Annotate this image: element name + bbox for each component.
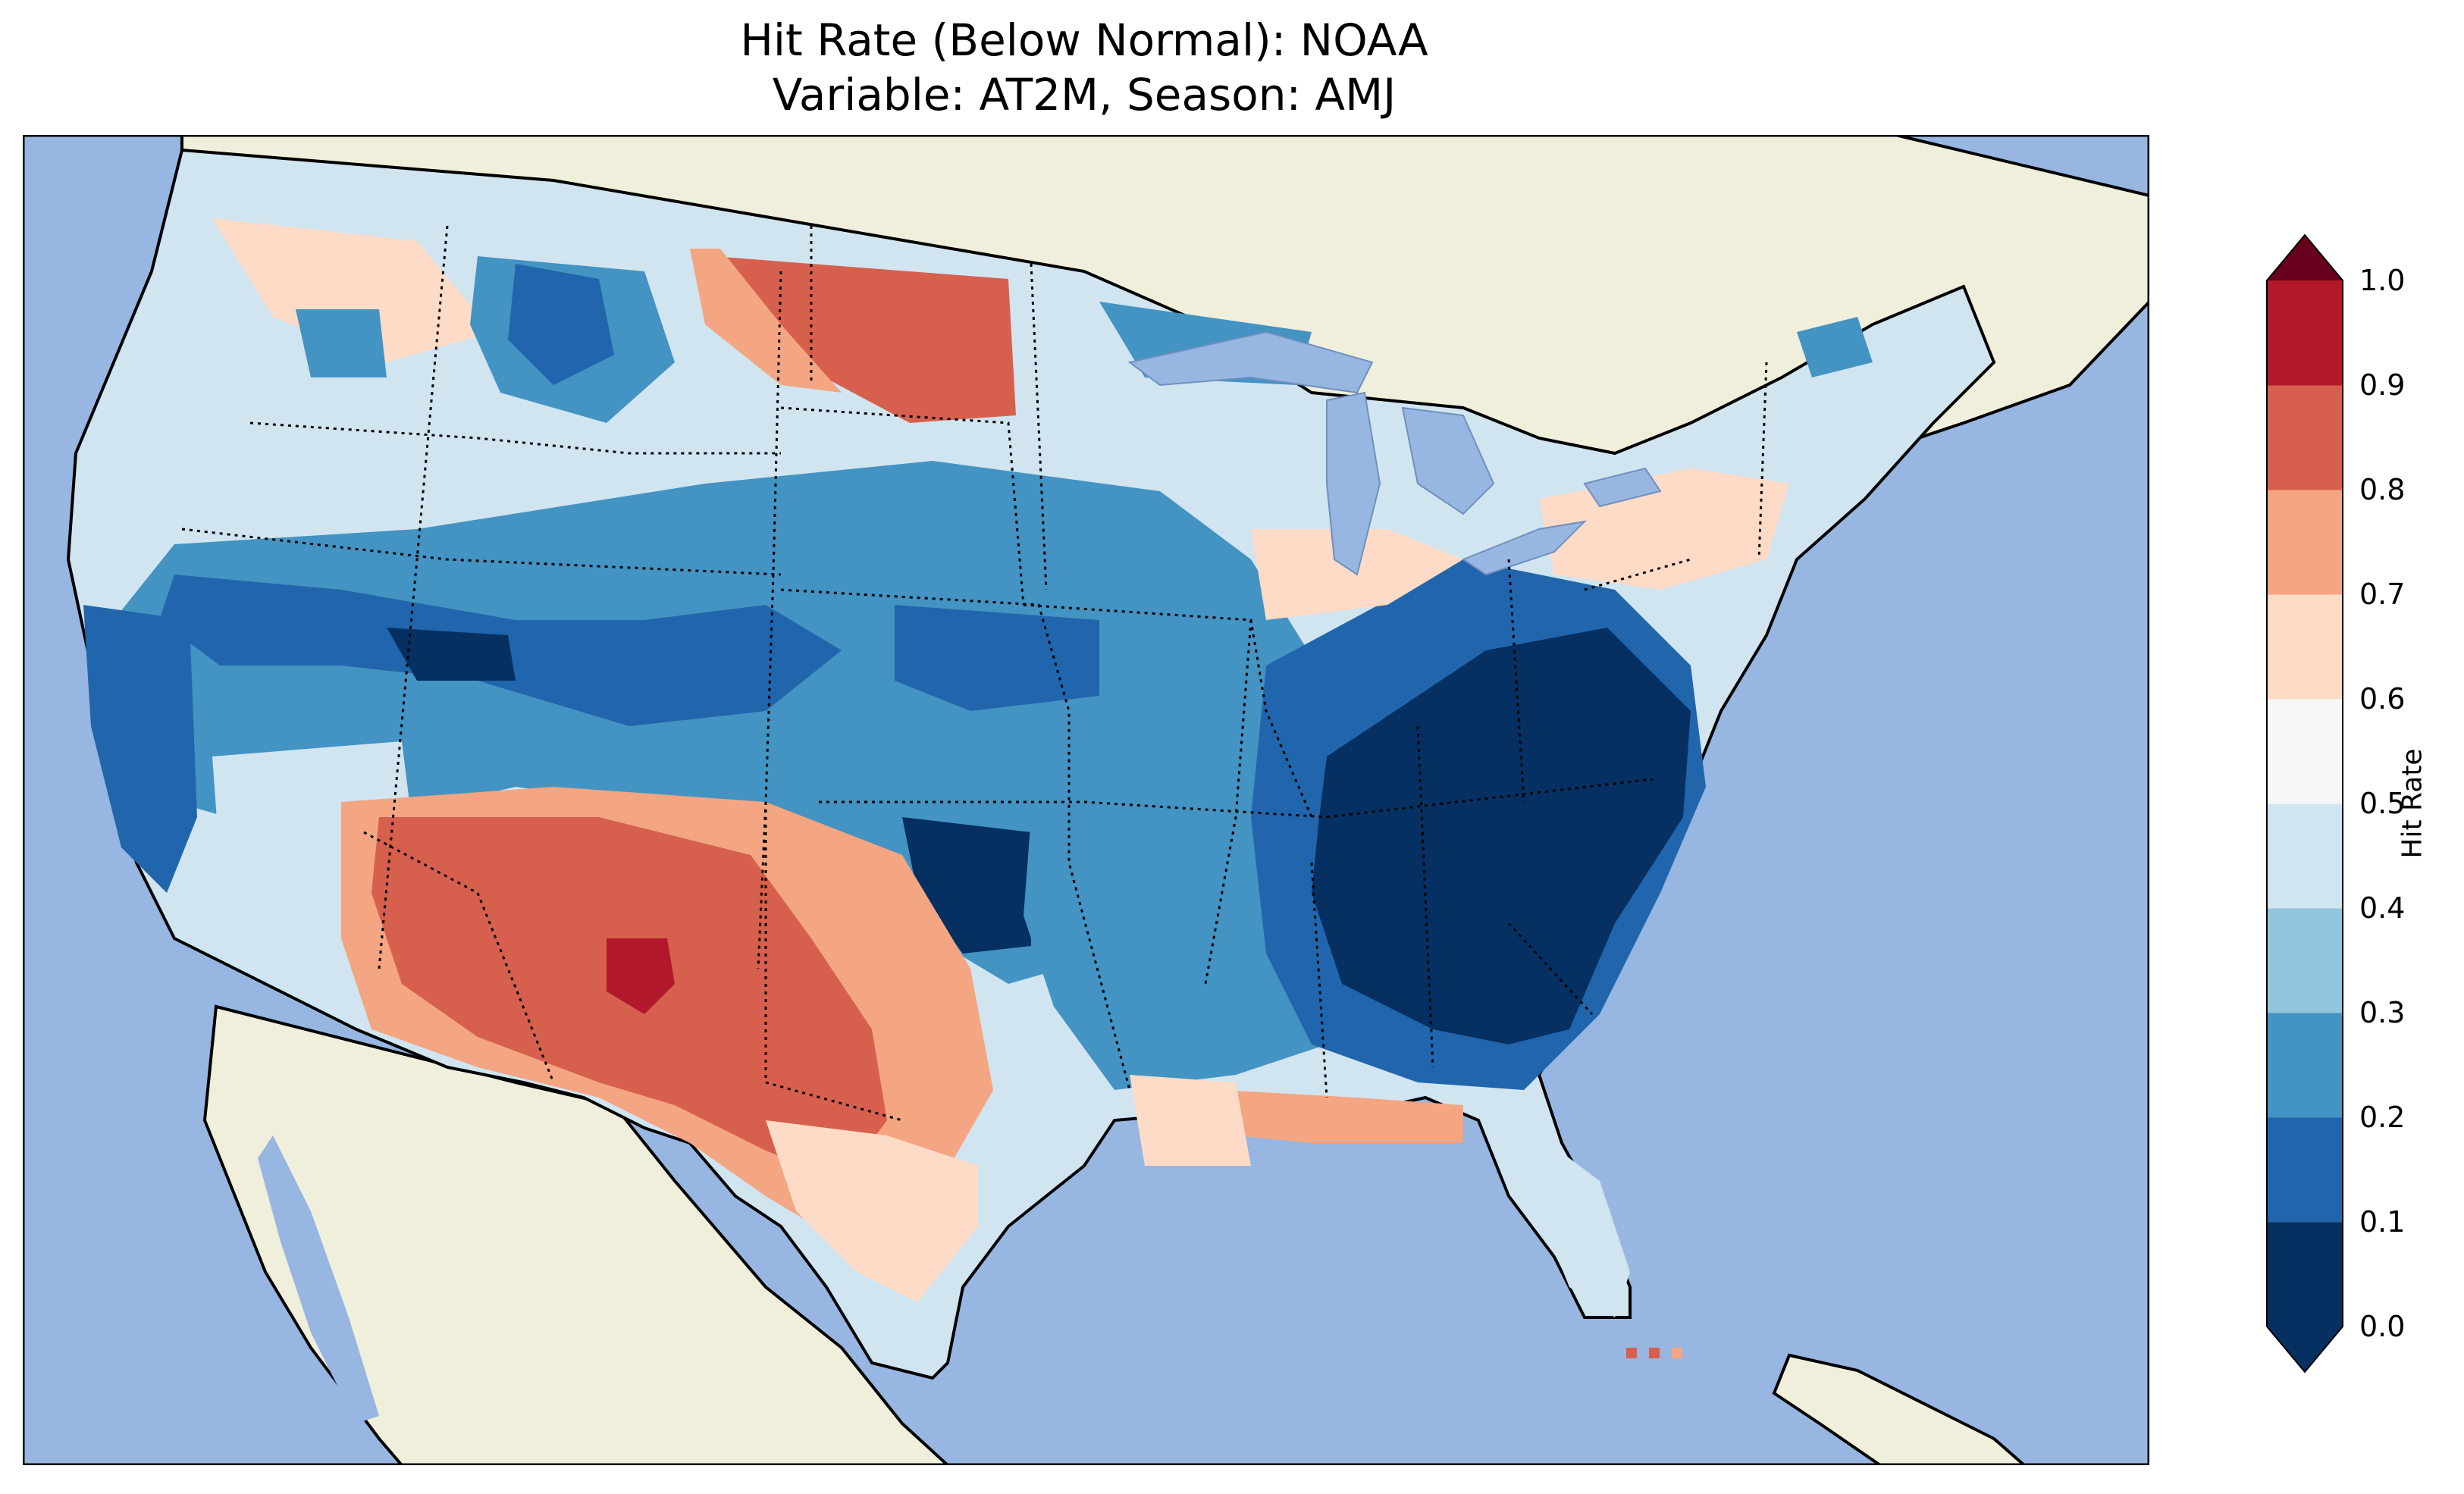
colorbar-bin-4: [2267, 803, 2343, 909]
new-england-blue: [1797, 317, 1873, 377]
great-lakes: [1127, 330, 1662, 576]
blue-washington: [296, 309, 387, 377]
lake-michigan: [1326, 391, 1381, 576]
map-panel: [23, 135, 2149, 1465]
lake-superior: [1127, 330, 1374, 394]
chart-title-line1: Hit Rate (Below Normal): NOAA: [740, 14, 1428, 66]
pacific-coast-blue: [83, 605, 197, 893]
colorbar-bin-8: [2267, 385, 2343, 490]
oklahoma-navy: [902, 817, 1031, 954]
colorbar-tick-label: 0.8: [2359, 473, 2406, 506]
northern-plains-pink: [690, 249, 842, 393]
gulf-of-california: [258, 1135, 379, 1424]
colorbar-tick-label: 0.0: [2359, 1310, 2406, 1343]
colorbar-tick-label: 0.7: [2359, 578, 2406, 611]
map-frame: [23, 135, 2149, 1465]
colorbar-bin-1: [2267, 1117, 2343, 1223]
colorbar-outline: [2266, 233, 2343, 1373]
colorbar-label: Hit Rate: [2397, 748, 2428, 859]
colorbar-tick-label: 0.5: [2359, 787, 2406, 820]
chart-title-line2: Variable: AT2M, Season: AMJ: [772, 69, 1397, 121]
colorbar-extend-top: [2267, 235, 2343, 280]
hit-rate-fields: [83, 218, 1873, 1317]
florida-pale: [1539, 1135, 1630, 1317]
southeast-core: [1312, 628, 1691, 1045]
lake-erie: [1461, 520, 1587, 576]
lake-huron: [1401, 406, 1495, 515]
colorbar-extend-bottom: [2267, 1326, 2343, 1372]
colorbar-tick-label: 0.6: [2359, 682, 2406, 716]
gulf-coast-pale: [1130, 1075, 1251, 1166]
texas-coast-pale: [766, 1120, 978, 1302]
colorbar-bin-5: [2267, 699, 2343, 804]
keys-marker-3: [1672, 1348, 1682, 1358]
dark-blue-idaho: [508, 264, 614, 385]
colorbar-tick-label: 0.3: [2359, 996, 2406, 1029]
colorbar: [2266, 233, 2343, 1373]
colorbar-bin-7: [2267, 490, 2343, 595]
kansas-dark: [895, 605, 1099, 711]
gulf-coast-pink: [1221, 1090, 1463, 1143]
cuba-land: [1772, 1353, 2027, 1465]
lake-ontario: [1583, 467, 1662, 508]
mexico-land: [202, 1004, 950, 1465]
colorbar-tick-label: 1.0: [2359, 264, 2406, 297]
colorbar-tick-label: 0.9: [2359, 368, 2406, 402]
colorbar-tick-label: 0.1: [2359, 1205, 2406, 1239]
colorbar-segments: [2267, 280, 2343, 1327]
south-blue: [1024, 802, 1327, 1090]
colorbar-bin-0: [2267, 1222, 2343, 1327]
colorbar-bin-2: [2267, 1013, 2343, 1118]
colorbar-bin-3: [2267, 908, 2343, 1013]
colorbar-bin-9: [2267, 280, 2343, 386]
northern-plains-red: [713, 256, 1016, 423]
colorbar-tick-label: 0.4: [2359, 891, 2406, 925]
keys-marker-1: [1626, 1348, 1637, 1358]
colorado-navy: [387, 628, 516, 681]
pale-red-northwest: [212, 218, 493, 362]
state-boundaries: [181, 225, 1768, 1122]
new-mexico-peak: [607, 938, 675, 1014]
colorbar-bin-6: [2267, 594, 2343, 700]
colorbar-tick-label: 0.2: [2359, 1101, 2406, 1134]
keys-marker-2: [1649, 1348, 1660, 1358]
